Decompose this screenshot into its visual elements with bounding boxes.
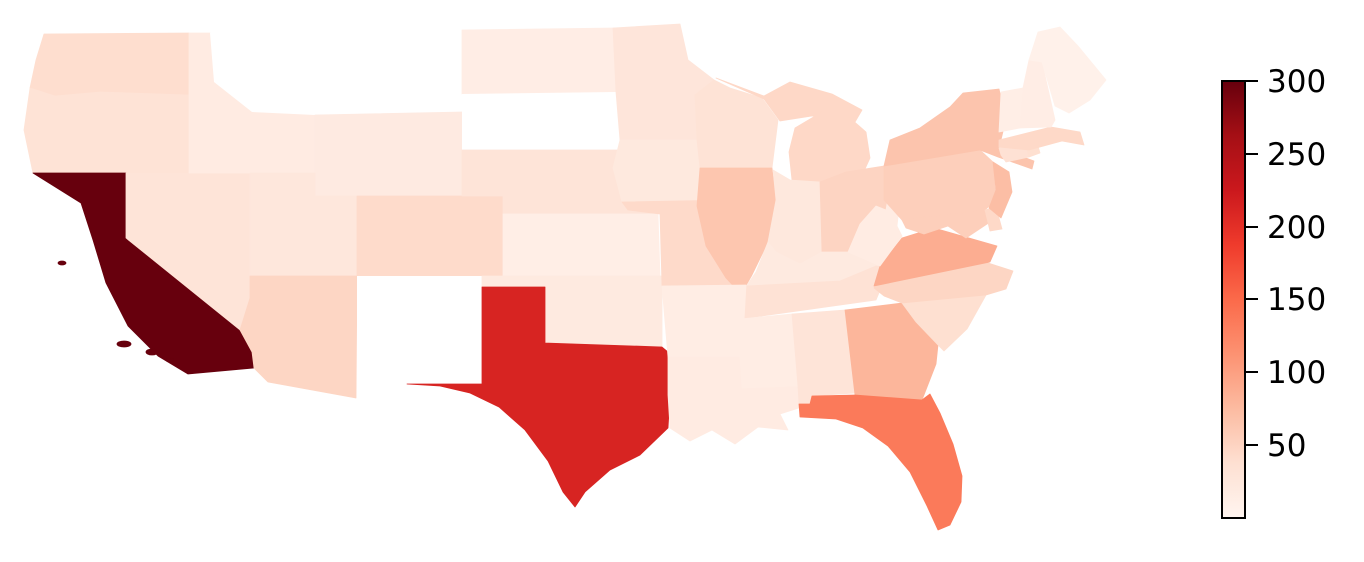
state-mississippi	[739, 313, 799, 389]
state-south-dakota	[462, 92, 630, 150]
state-alabama	[791, 309, 856, 405]
colorbar-tick: 200	[1245, 210, 1326, 246]
colorbar-tick-label: 150	[1267, 282, 1326, 318]
colorbar-tick: 50	[1245, 428, 1306, 464]
state-north-dakota	[461, 27, 617, 95]
state-montana	[210, 30, 462, 115]
state-michigan-upper-peninsula	[715, 77, 863, 123]
colorbar: 300 250 200 150 100 50	[1221, 64, 1326, 519]
colorbar-tick-label: 250	[1267, 137, 1326, 173]
state-wyoming	[314, 111, 463, 197]
state-arizona	[239, 275, 358, 399]
state-new-mexico	[357, 276, 482, 392]
colorbar-tick: 100	[1245, 355, 1326, 391]
state-texas	[406, 286, 671, 508]
state-wisconsin	[694, 79, 779, 169]
state-colorado	[356, 195, 504, 277]
state-massachusetts	[998, 126, 1085, 151]
colorbar-tick-label: 200	[1267, 210, 1326, 246]
colorbar-gradient-bar	[1221, 80, 1246, 519]
state-oregon	[23, 87, 190, 174]
state-maine	[1028, 26, 1107, 114]
state-new-jersey	[988, 161, 1013, 219]
state-florida	[798, 393, 963, 531]
state-kansas	[502, 213, 661, 277]
colorbar-tick-label: 50	[1267, 428, 1306, 464]
state-arkansas	[661, 284, 747, 358]
california-island	[57, 260, 67, 266]
states-layer	[23, 23, 1107, 531]
california-island	[165, 357, 175, 363]
state-vermont	[998, 87, 1024, 133]
california-island	[145, 348, 159, 356]
colorbar-tick: 250	[1245, 137, 1326, 173]
colorbar-tick-label: 300	[1267, 64, 1326, 100]
state-indiana	[767, 169, 823, 265]
california-island	[116, 340, 132, 348]
colorbar-tick: 300	[1245, 64, 1326, 100]
colorbar-tick-label: 100	[1267, 355, 1326, 391]
colorbar-tick: 150	[1245, 282, 1326, 318]
state-washington	[29, 32, 190, 97]
